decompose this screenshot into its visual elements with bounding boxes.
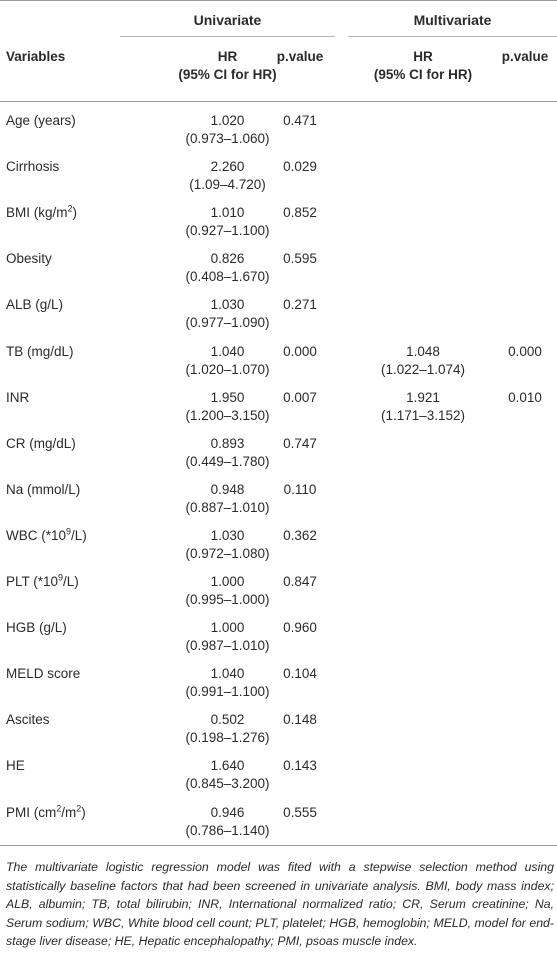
table-row: ALB (g/L) 1.030 (0.977–1.090) 0.271 [0, 292, 557, 334]
univariate-p-value: 0.271 [283, 297, 317, 313]
table-row: CR (mg/dL) 0.893 (0.449–1.780) 0.747 [0, 431, 557, 473]
table-row: Cirrhosis 2.260 (1.09–4.720) 0.029 [0, 154, 557, 196]
table-row: TB (mg/dL) 1.040 (1.020–1.070) 0.000 1.048 (1… [0, 339, 557, 381]
multivariate-hr-value: 1.921 (1.171–3.152) [380, 389, 466, 423]
univariate-hr-value: 0.946 (0.786–1.140) [185, 804, 270, 838]
univariate-hr-value: 1.040 (0.991–1.100) [185, 666, 270, 700]
univariate-p-value: 0.143 [283, 758, 317, 774]
univariate-hr-value: 1.640 (0.845–3.200) [185, 758, 270, 792]
univariate-p-value: 0.104 [283, 666, 317, 682]
univariate-hr-value: 1.010 (0.927–1.100) [185, 205, 270, 239]
variable-name: HGB (g/L) [6, 620, 67, 636]
table-row: MELD score 1.040 (0.991–1.100) 0.104 [0, 661, 557, 703]
univariate-hr-value: 1.030 (0.977–1.090) [185, 297, 270, 331]
univariate-hr-header: HR (95% CI for HR) [120, 48, 335, 84]
univariate-hr-value: 0.948 (0.887–1.010) [185, 481, 270, 515]
variable-name: WBC (*109/L) [6, 526, 87, 543]
univariate-p-value: 0.000 [283, 343, 317, 359]
multivariate-hr-value: 1.048 (1.022–1.074) [380, 343, 466, 377]
table-top-rule [0, 0, 557, 1]
univariate-hr-label: HR [217, 49, 238, 64]
univariate-p-value: 0.960 [283, 620, 317, 636]
multivariate-p-value: 0.010 [508, 389, 542, 405]
univariate-p-value: 0.148 [283, 712, 317, 728]
univariate-p-value: 0.595 [283, 251, 317, 267]
univariate-hr-value: 0.502 (0.198–1.276) [185, 712, 270, 746]
table-row: Na (mmol/L) 0.948 (0.887–1.010) 0.110 [0, 477, 557, 519]
variable-name: Obesity [6, 251, 52, 267]
table-bottom-rule [0, 845, 557, 846]
univariate-p-value: 0.847 [283, 574, 317, 589]
univariate-hr-value: 1.030 (0.972–1.080) [185, 527, 270, 561]
univariate-hr-value: 1.000 (0.995–1.000) [185, 574, 270, 607]
variable-name: HE [6, 758, 25, 774]
univariate-p-value: 0.029 [283, 159, 317, 175]
variable-name: Age (years) [6, 113, 76, 128]
univariate-p-value: 0.555 [283, 804, 317, 820]
variable-name: CR (mg/dL) [6, 435, 76, 451]
table-row: Ascites 0.502 (0.198–1.276) 0.148 [0, 707, 557, 749]
multivariate-ci-label: (95% CI for HR) [373, 67, 473, 82]
univariate-hr-value: 2.260 (1.09–4.720) [189, 159, 266, 193]
variable-name: PLT (*109/L) [6, 572, 79, 589]
univariate-hr-value: 1.000 (0.987–1.010) [185, 620, 270, 654]
multivariate-p-value: 0.000 [508, 343, 542, 359]
variable-name: INR [6, 389, 30, 405]
variable-name: Na (mmol/L) [6, 481, 81, 497]
variable-name: BMI (kg/m2) [6, 203, 78, 221]
univariate-p-value: 0.110 [283, 481, 317, 497]
table-row: Obesity 0.826 (0.408–1.670) 0.595 [0, 246, 557, 288]
univariate-p-value: 0.852 [283, 205, 317, 221]
variable-name: ALB (g/L) [6, 297, 64, 313]
table-row: HGB (g/L) 1.000 (0.987–1.010) 0.960 [0, 615, 557, 657]
univariate-group-header: Univariate [193, 12, 262, 28]
univariate-p-value: 0.007 [283, 389, 317, 405]
multivariate-hr-header: HR (95% CI for HR) [348, 48, 498, 84]
variable-name: Ascites [6, 712, 50, 728]
variables-column-header: Variables [6, 49, 66, 64]
table-row: INR 1.950 (1.200–3.150) 0.007 1.921 (1.171–3.… [0, 385, 557, 427]
table-footnote: The multivariate logistic regression mod… [6, 860, 554, 948]
univariate-hr-value: 1.950 (1.200–3.150) [185, 389, 270, 423]
univariate-hr-value: 0.893 (0.449–1.780) [185, 435, 270, 469]
table-row: BMI (kg/m2) 1.010 (0.927–1.100) 0.852 [0, 200, 557, 242]
multivariate-hr-label: HR [413, 49, 433, 64]
multivariate-pvalue-header: p.value [501, 49, 549, 64]
univariate-hr-value: 1.020 (0.973–1.060) [185, 113, 270, 146]
table-row: PMI (cm2/m2) 0.946 (0.786–1.140) 0.555 [0, 800, 557, 842]
table-row: Age (years) 1.020 (0.973–1.060) 0.471 [0, 108, 557, 150]
multivariate-group-underline [348, 36, 557, 37]
variable-name: TB (mg/dL) [6, 343, 74, 359]
univariate-hr-value: 1.040 (1.020–1.070) [185, 343, 270, 377]
table-row: HE 1.640 (0.845–3.200) 0.143 [0, 753, 557, 795]
univariate-hr-value: 0.826 (0.408–1.670) [185, 251, 270, 285]
univariate-group-underline [120, 36, 335, 37]
variable-name: MELD score [6, 666, 81, 682]
univariate-p-value: 0.471 [283, 113, 317, 128]
univariate-pvalue-header: p.value [276, 49, 324, 64]
variable-name: PMI (cm2/m2) [6, 803, 86, 820]
table-row: PLT (*109/L) 1.000 (0.995–1.000) 0.847 [0, 569, 557, 611]
header-bottom-rule [0, 101, 557, 102]
univariate-p-value: 0.362 [283, 527, 317, 543]
variable-name: Cirrhosis [6, 159, 60, 175]
multivariate-group-header: Multivariate [413, 12, 492, 28]
table-row: WBC (*109/L) 1.030 (0.972–1.080) 0.362 [0, 523, 557, 565]
univariate-p-value: 0.747 [283, 435, 317, 451]
univariate-ci-label: (95% CI for HR) [178, 67, 277, 82]
